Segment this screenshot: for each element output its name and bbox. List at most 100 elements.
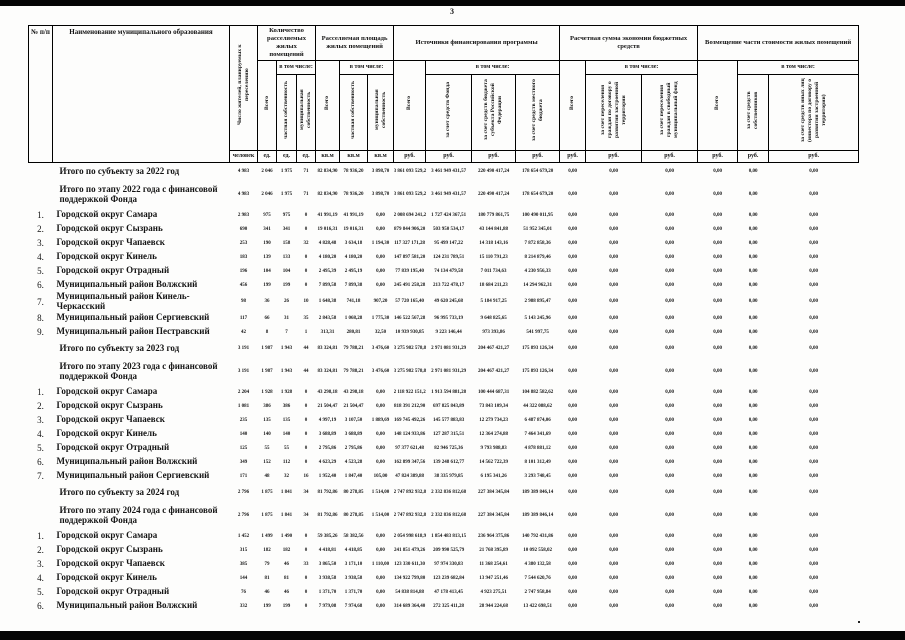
cell-value: 0,00 bbox=[609, 459, 618, 465]
table-row: 5. Городской округ Отрадный 125 55 55 0 2 795,… bbox=[29, 441, 859, 455]
cell-value: 10 bbox=[303, 299, 309, 305]
cell-value: 1 889,69 bbox=[371, 417, 390, 423]
cell-value: 3 938,58 bbox=[318, 575, 337, 581]
row-number: 5. bbox=[37, 266, 44, 277]
cell-value: 82 834,90 bbox=[317, 192, 338, 198]
cell-value: 95 499 147,22 bbox=[434, 240, 463, 246]
cell-value: 146 522 567,28 bbox=[393, 315, 426, 321]
subcol-resettle-contract: за счет переселения граждан по договору … bbox=[585, 73, 643, 151]
resettlement-table: № п/п Наименование муниципального образо… bbox=[28, 25, 860, 613]
cell-value: 135 bbox=[263, 417, 271, 423]
unit-label: руб. bbox=[768, 149, 860, 163]
cell-value: 0 bbox=[304, 533, 308, 539]
table-row: 1. Городской округ Самара 1 452 1 499 1 490 0… bbox=[29, 529, 859, 543]
cell-value: 182 bbox=[282, 547, 291, 553]
cell-value: 199 bbox=[263, 603, 271, 609]
cell-value: 0,00 bbox=[809, 299, 818, 305]
cell-value: 2 495,39 bbox=[318, 268, 337, 274]
cell-value: 0,00 bbox=[748, 589, 758, 595]
row-number: 5. bbox=[37, 587, 44, 597]
cell-value: 55 bbox=[284, 445, 289, 451]
cell-value: 105,00 bbox=[373, 473, 388, 479]
cell-value: 0,00 bbox=[568, 603, 577, 609]
cell-value: 3 861 093 529,21 bbox=[393, 169, 426, 175]
cell-value: 1 975 bbox=[280, 192, 293, 198]
cell-value: 0,00 bbox=[809, 417, 818, 423]
municipality-name: Итого по субъекту за 2023 год bbox=[59, 342, 180, 353]
cell-value: 0 bbox=[304, 431, 308, 437]
cell-value: 28 944 224,68 bbox=[479, 603, 508, 609]
cell-value: 2 747 958,84 bbox=[524, 589, 551, 595]
cell-value: 10 092 558,02 bbox=[523, 547, 552, 553]
including-label: в том числе: bbox=[425, 59, 561, 75]
cell-value: 80 278,85 bbox=[343, 490, 364, 495]
cell-value: 0,00 bbox=[609, 533, 618, 539]
table-row: 3. Городской округ Чапаевск 253 190 158 32 4 8… bbox=[29, 236, 859, 250]
cell-value: 0,00 bbox=[713, 459, 722, 465]
cell-value: 272 325 411,28 bbox=[433, 603, 465, 609]
cell-value: 0,00 bbox=[665, 212, 674, 218]
cell-value: 3 476,60 bbox=[371, 346, 390, 351]
cell-value: 0,00 bbox=[568, 299, 577, 305]
cell-value: 1 499 bbox=[261, 533, 273, 539]
municipality-name: Городской округ Чапаевск bbox=[56, 558, 165, 569]
cell-value: 0,00 bbox=[609, 329, 618, 335]
cell-value: 148 124 933,86 bbox=[393, 431, 426, 437]
municipality-name: Городской округ Чапаевск bbox=[56, 414, 165, 425]
cell-value: 3 861 093 529,21 bbox=[393, 192, 426, 198]
cell-value: 0,00 bbox=[809, 513, 818, 518]
cell-value: 0 bbox=[304, 268, 308, 274]
cell-value: 76 bbox=[241, 589, 246, 595]
cell-value: 0,00 bbox=[713, 299, 722, 305]
table-row: Итого по этапу 2023 года с финансовой по… bbox=[29, 358, 859, 385]
cell-value: 0,00 bbox=[609, 417, 618, 423]
cell-value: 78 936,20 bbox=[343, 192, 364, 198]
row-number: 6. bbox=[37, 280, 44, 291]
cell-value: 15 110 791,23 bbox=[479, 254, 508, 260]
cell-value: 0,00 bbox=[748, 240, 758, 246]
row-number bbox=[29, 358, 53, 385]
cell-value: 0,00 bbox=[609, 254, 618, 260]
municipality-name: Муниципальный район Волжский bbox=[56, 456, 198, 467]
cell-value: 456 bbox=[239, 282, 248, 288]
units-row: человек ед. ед. ед. кв.м кв.м кв.м руб. … bbox=[29, 149, 860, 163]
cell-value: 879 844 906,20 bbox=[393, 226, 426, 232]
cell-value: 0,00 bbox=[609, 589, 618, 595]
cell-value: 0,00 bbox=[809, 212, 818, 218]
cell-value: 6 487 874,06 bbox=[524, 417, 551, 423]
cell-value: 741,18 bbox=[346, 299, 361, 305]
cell-value: 43 298,18 bbox=[317, 389, 338, 395]
cell-value: 21 504,47 bbox=[317, 403, 338, 409]
cell-value: 0,00 bbox=[748, 282, 758, 288]
cell-value: 0,00 bbox=[748, 403, 758, 409]
cell-value: 100 490 011,95 bbox=[522, 212, 554, 218]
cell-value: 0,00 bbox=[568, 346, 577, 351]
cell-value: 0,00 bbox=[748, 575, 758, 581]
subcol-count-municipal: муниципальная собственность bbox=[295, 73, 317, 151]
cell-value: 4 983 bbox=[237, 192, 250, 198]
cell-value: 0,00 bbox=[665, 445, 674, 451]
cell-value: 0,00 bbox=[609, 561, 618, 567]
cell-value: 3 461 949 431,57 bbox=[431, 192, 467, 198]
cell-value: 14 294 962,31 bbox=[523, 282, 552, 288]
cell-value: 2 971 081 931,29 bbox=[431, 369, 467, 374]
subcol-owners-funds: за счет средств собственников bbox=[737, 73, 770, 151]
cell-value: 2 747 892 932,86 bbox=[393, 513, 426, 518]
cell-value: 0 bbox=[304, 445, 308, 451]
cell-value: 0,00 bbox=[376, 547, 385, 553]
cell-value: 3 898,70 bbox=[371, 169, 390, 175]
cell-value: 1 854 483 813,15 bbox=[431, 533, 467, 539]
unit-label: человек bbox=[229, 149, 258, 163]
table-row: 5. Городской округ Отрадный 196 104 104 0 2 49… bbox=[29, 264, 859, 278]
cell-value: 41 991,19 bbox=[317, 212, 338, 218]
cell-value: 0,00 bbox=[748, 315, 758, 321]
cell-value: 55 bbox=[264, 445, 270, 451]
cell-value: 0,00 bbox=[748, 459, 758, 465]
cell-value: 124 231 789,51 bbox=[432, 254, 465, 260]
scan-artifact-dot bbox=[858, 621, 860, 623]
cell-value: 10 939 930,85 bbox=[395, 329, 424, 335]
cell-value: 0,00 bbox=[713, 389, 722, 395]
cell-value: 0,00 bbox=[665, 533, 674, 539]
cell-value: 19 016,31 bbox=[343, 226, 364, 232]
cell-value: 313,31 bbox=[320, 329, 335, 335]
